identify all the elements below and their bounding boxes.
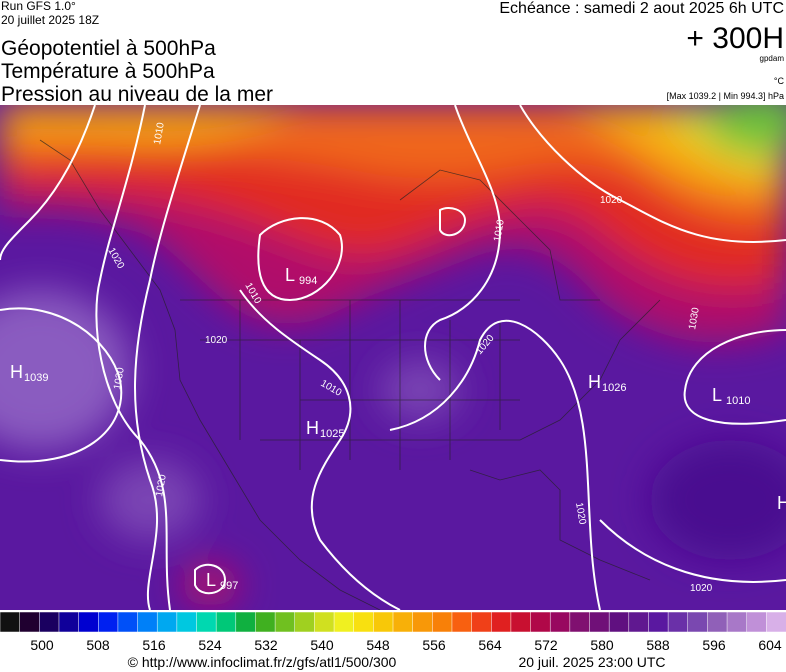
isobar-label: 1020 bbox=[205, 335, 228, 346]
colorbar-swatch bbox=[98, 611, 119, 633]
colorbar-label: 572 bbox=[534, 637, 558, 653]
pressure-range: [Max 1039.2 | Min 994.3] hPa bbox=[667, 91, 784, 101]
colorbar-swatch bbox=[373, 611, 394, 633]
colorbar-swatch bbox=[569, 611, 591, 633]
colorbar-swatch bbox=[491, 611, 512, 633]
colorbar-swatch bbox=[196, 611, 217, 633]
colorbar-swatch bbox=[589, 611, 610, 633]
pressure-center-letter: H bbox=[777, 493, 786, 513]
coastlines bbox=[39, 139, 661, 610]
pressure-center-value: 1010 bbox=[726, 395, 750, 407]
isobar-label: 1010 bbox=[152, 121, 167, 145]
isobar-label: 1020 bbox=[154, 473, 169, 497]
colorbar-label: 508 bbox=[86, 637, 110, 653]
pressure-center-value: 1039 bbox=[24, 372, 48, 384]
colorbar-label: 524 bbox=[198, 637, 222, 653]
footer-timestamp: 20 juil. 2025 23:00 UTC bbox=[518, 654, 665, 670]
colorbar-swatch bbox=[471, 611, 493, 633]
isobar-label: 1020 bbox=[690, 583, 713, 594]
colorbar-swatch bbox=[39, 611, 60, 633]
run-date: 20 juillet 2025 18Z bbox=[1, 13, 99, 27]
colorbar: 500 508 516 524 532 540 548 556 564 572 580 588 596 6… bbox=[0, 611, 786, 653]
colorbar-label: 556 bbox=[422, 637, 446, 653]
colorbar-swatch bbox=[215, 611, 237, 633]
colorbar-swatch bbox=[274, 611, 296, 633]
colorbar-swatch bbox=[117, 611, 139, 633]
pressure-center-letter: L bbox=[712, 385, 722, 405]
title-line: Température à 500hPa bbox=[1, 60, 215, 83]
title-line: Pression au niveau de la mer bbox=[1, 83, 273, 106]
pressure-center-letter: L bbox=[206, 570, 216, 590]
colorbar-label: 580 bbox=[590, 637, 614, 653]
colorbar-swatch bbox=[176, 611, 198, 633]
lead-time: + 300H bbox=[686, 22, 784, 55]
colorbar-label: 604 bbox=[758, 637, 782, 653]
pressure-center-value: 994 bbox=[299, 275, 317, 287]
colorbar-swatch bbox=[432, 611, 453, 633]
colorbar-swatch bbox=[451, 611, 473, 633]
pressure-center-letter: L bbox=[285, 265, 295, 285]
colorbar-swatch bbox=[510, 611, 532, 633]
isobars bbox=[0, 105, 786, 610]
colorbar-swatch bbox=[156, 611, 178, 633]
colorbar-swatch bbox=[746, 611, 768, 633]
echeance: Echéance : samedi 2 aout 2025 6h UTC bbox=[499, 0, 784, 17]
colorbar-label: 540 bbox=[310, 637, 334, 653]
colorbar-label: 532 bbox=[254, 637, 278, 653]
colorbar-swatch bbox=[0, 611, 21, 633]
unit-geo: gpdam bbox=[760, 54, 785, 63]
pressure-center-letter: H bbox=[588, 372, 601, 392]
pressure-center-letter: H bbox=[10, 362, 23, 382]
pressure-center-value: 1025 bbox=[320, 428, 344, 440]
colorbar-swatch bbox=[314, 611, 335, 633]
colorbar-swatch bbox=[137, 611, 158, 633]
isobar-label: 1020 bbox=[600, 195, 623, 206]
colorbar-swatch bbox=[294, 611, 316, 633]
colorbar-swatch bbox=[412, 611, 434, 633]
isobar-label: 1030 bbox=[112, 366, 127, 390]
colorbar-label: 500 bbox=[30, 637, 54, 653]
pressure-center-value: 1026 bbox=[602, 382, 626, 394]
unit-temp: °C bbox=[774, 76, 785, 86]
run-label: Run GFS 1.0° bbox=[1, 0, 76, 13]
colorbar-swatch bbox=[333, 611, 355, 633]
colorbar-swatch bbox=[687, 611, 709, 633]
colorbar-swatch bbox=[628, 611, 650, 633]
colorbar-swatch bbox=[392, 611, 414, 633]
colorbar-swatch bbox=[648, 611, 669, 633]
pressure-center-letter: H bbox=[306, 418, 319, 438]
footer-url: © http://www.infoclimat.fr/z/gfs/atl1/50… bbox=[128, 654, 397, 670]
colorbar-swatch bbox=[353, 611, 375, 633]
colorbar-swatch bbox=[726, 611, 748, 633]
colorbar-swatch bbox=[530, 611, 551, 633]
colorbar-swatch bbox=[235, 611, 257, 633]
colorbar-label: 516 bbox=[142, 637, 166, 653]
colorbar-swatch bbox=[19, 611, 41, 633]
isobar-label: 1030 bbox=[687, 306, 702, 330]
colorbar-label: 548 bbox=[366, 637, 390, 653]
colorbar-swatch bbox=[58, 611, 80, 633]
colorbar-swatch bbox=[766, 611, 786, 633]
colorbar-label: 596 bbox=[702, 637, 726, 653]
pressure-center-value: 997 bbox=[220, 580, 238, 592]
colorbar-swatch bbox=[707, 611, 728, 633]
isobar-label: 1020 bbox=[573, 502, 588, 526]
isobar-label: 1010 bbox=[492, 218, 507, 242]
title-line: Géopotentiel à 500hPa bbox=[1, 37, 216, 60]
colorbar-label: 564 bbox=[478, 637, 502, 653]
colorbar-label: 588 bbox=[646, 637, 670, 653]
colorbar-swatch bbox=[549, 611, 571, 633]
colorbar-swatch bbox=[667, 611, 689, 633]
colorbar-swatch bbox=[255, 611, 276, 633]
colorbar-swatch bbox=[78, 611, 99, 633]
colorbar-swatch bbox=[608, 611, 630, 633]
